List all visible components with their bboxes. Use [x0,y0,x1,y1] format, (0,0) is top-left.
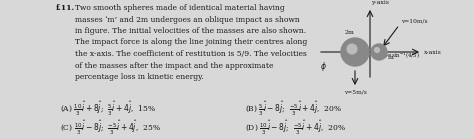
Text: masses ‘m’ and 2m undergoes an oblique impact as shown: masses ‘m’ and 2m undergoes an oblique i… [75,16,300,23]
Text: f.11.: f.11. [56,4,75,12]
Text: $\phi$=sin$^{-1}$(4/5): $\phi$=sin$^{-1}$(4/5) [383,51,420,61]
Text: percentage loss in kinetic energy.: percentage loss in kinetic energy. [75,73,204,81]
Circle shape [341,38,369,66]
Text: v=5m/s: v=5m/s [344,90,366,95]
Text: m: m [388,55,394,60]
Circle shape [374,48,379,52]
Text: v=10m/s: v=10m/s [401,19,428,24]
Text: in figure. The initial velocities of the masses are also shown.: in figure. The initial velocities of the… [75,27,306,35]
Text: y-axis: y-axis [371,0,389,5]
Text: The impact force is along the line joining their centres along: The impact force is along the line joini… [75,39,307,47]
Text: (C) $\frac{10}{3}\hat{i}-8\hat{j}$;  $\frac{-5}{3}\hat{i}+4\hat{j}$,  25%: (C) $\frac{10}{3}\hat{i}-8\hat{j}$; $\fr… [60,119,161,137]
Text: (D) $\frac{10}{3}\hat{i}-8\hat{j}$;  $\frac{-5}{3}\hat{i}+4\hat{j}$,  20%: (D) $\frac{10}{3}\hat{i}-8\hat{j}$; $\fr… [245,119,346,137]
Text: (A) $\frac{10}{3}\hat{i}+8\hat{j}$;  $\frac{5}{3}\hat{i}+4\hat{j}$,  15%: (A) $\frac{10}{3}\hat{i}+8\hat{j}$; $\fr… [60,100,156,118]
Text: the x-axis. The coefficient of restitution is 5/9. The velocities: the x-axis. The coefficient of restituti… [75,50,307,58]
Text: (B) $\frac{5}{3}\hat{i}-8\hat{j}$;  $\frac{-5}{3}\hat{i}+4\hat{j}$,  20%: (B) $\frac{5}{3}\hat{i}-8\hat{j}$; $\fra… [245,100,342,118]
Text: 2m: 2m [344,30,354,35]
Text: Two smooth spheres made of identical material having: Two smooth spheres made of identical mat… [75,4,285,12]
Text: of the masses after the impact and the approximate: of the masses after the impact and the a… [75,61,273,70]
Text: x-axis: x-axis [424,49,442,54]
Circle shape [347,44,357,54]
Text: $\phi$: $\phi$ [320,60,327,73]
Circle shape [371,44,387,60]
